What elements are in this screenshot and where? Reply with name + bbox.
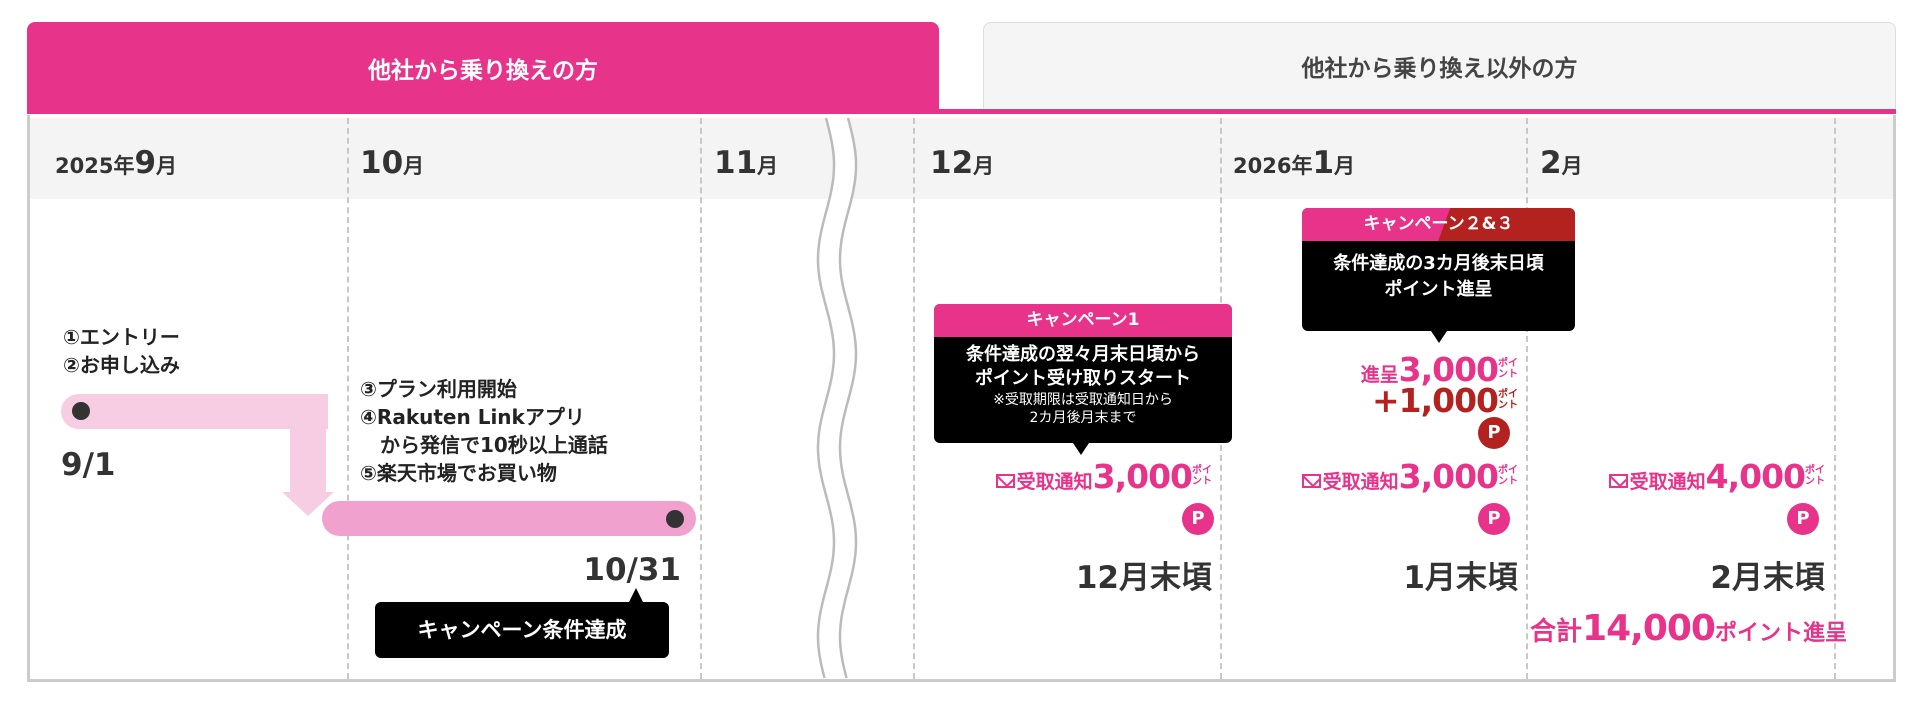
condition-achieved-callout: キャンペーン条件達成 [375, 602, 669, 658]
month-label-dec: 12月 [930, 145, 995, 181]
payout-when-dec: 12月末頃 [1075, 560, 1212, 596]
payout-when-jan: 1月末頃 [1403, 560, 1518, 596]
mail-icon [995, 474, 1015, 488]
month-divider [913, 118, 915, 679]
campaign1-title: キャンペーン1 [934, 304, 1232, 337]
arrow-down-shaft [290, 394, 326, 494]
callout-tail [1073, 443, 1089, 455]
notice-jan: 受取通知3,000ポイ ント [1301, 457, 1518, 496]
point-p-icon: P [1787, 503, 1819, 535]
bonus-amount: +1,000ポイ ント [1371, 381, 1518, 420]
period-bar-signup [61, 394, 328, 429]
month-divider [700, 118, 702, 679]
month-divider [1526, 118, 1528, 679]
period-bar-conditions [322, 501, 696, 536]
end-dot [666, 510, 684, 528]
notice-dec: 受取通知3,000ポイ ント [995, 457, 1212, 496]
month-label-jan: 2026年1月 [1233, 145, 1356, 181]
point-p-icon: P [1182, 503, 1214, 535]
month-label-sep: 2025年9月 [55, 145, 178, 181]
campaign23-title: キャンペーン２&３ [1302, 208, 1575, 241]
month-divider [347, 118, 349, 679]
payout-when-feb: 2月末頃 [1710, 560, 1825, 596]
point-p-icon: P [1478, 503, 1510, 535]
grant-amount: 進呈3,000ポイ ント [1360, 350, 1518, 389]
callout-tail [628, 588, 644, 604]
tab-underline [27, 109, 1896, 114]
steps-3-5: ③プラン利用開始 ④Rakuten Linkアプリ から発信で10秒以上通話 ⑤楽天… [360, 377, 608, 485]
timeline-panel [27, 115, 1896, 682]
campaign1-callout: キャンペーン1 条件達成の翌々月末日頃から ポイント受け取りスタート ※受取期限… [934, 304, 1232, 443]
mail-icon [1608, 474, 1628, 488]
campaign23-callout: キャンペーン２&３ 条件達成の3カ月後末日頃 ポイント進呈 [1302, 208, 1575, 331]
month-label-oct: 10月 [360, 145, 425, 181]
steps-1-2: ①エントリー ②お申し込み [63, 325, 180, 377]
point-p-icon: P [1478, 417, 1510, 449]
total-points: 合計14,000ポイント進呈 [1530, 608, 1847, 649]
end-date: 10/31 [583, 552, 681, 588]
timeline-break-wave [816, 118, 858, 679]
start-dot [72, 402, 90, 420]
tab-switch-from-other-carrier[interactable]: 他社から乗り換えの方 [27, 22, 939, 113]
start-date: 9/1 [61, 447, 116, 483]
tab-other-than-switch[interactable]: 他社から乗り換え以外の方 [983, 22, 1896, 108]
month-label-feb: 2月 [1540, 145, 1583, 181]
month-label-nov: 11月 [714, 145, 779, 181]
mail-icon [1301, 474, 1321, 488]
tab-label: 他社から乗り換えの方 [368, 57, 598, 84]
month-divider [1834, 118, 1836, 679]
callout-tail [1431, 331, 1447, 343]
month-header-row [30, 118, 1893, 199]
notice-feb: 受取通知4,000ポイ ント [1608, 457, 1825, 496]
tab-label: 他社から乗り換え以外の方 [1301, 55, 1578, 82]
